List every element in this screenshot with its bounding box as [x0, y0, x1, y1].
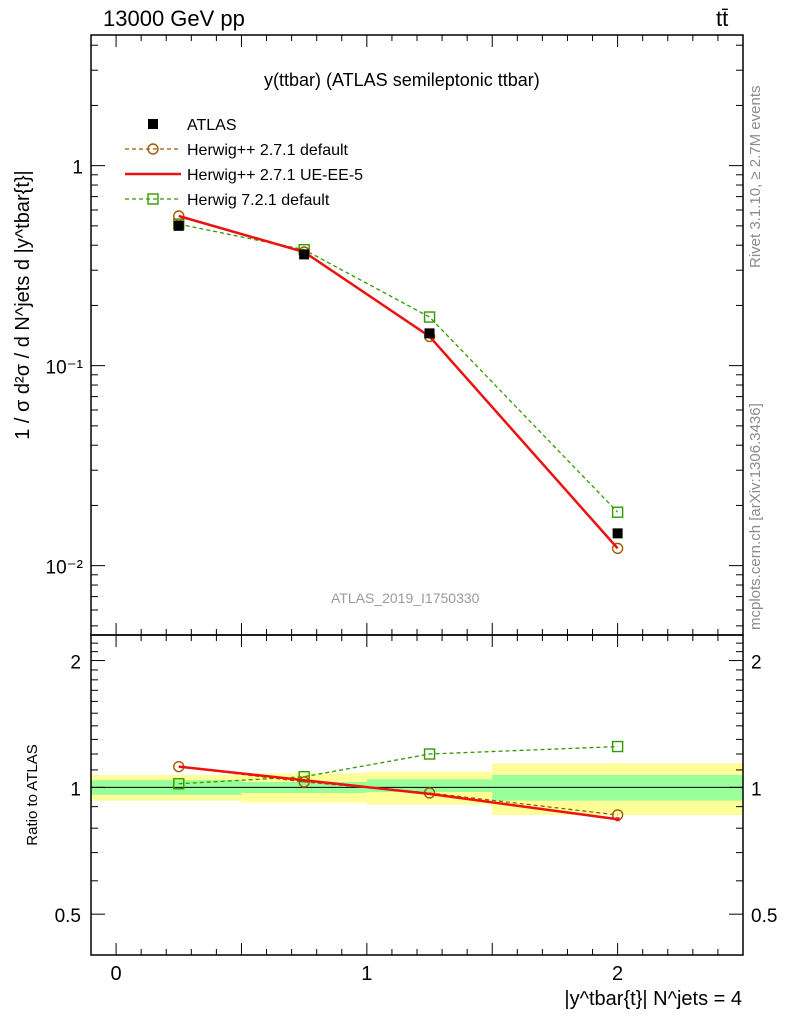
main-point-atlas: [173, 220, 184, 231]
ratio-y-axis-label: Ratio to ATLAS: [24, 744, 41, 845]
main-point-herwig-7-2-1-default: [611, 506, 624, 518]
ratio-point-herwig-7-2-1-default: [173, 778, 185, 790]
x-axis-label: |y^tbar{t}| N^jets = 4: [564, 988, 742, 1010]
ratio-y-tick-label-right: 1: [751, 779, 762, 800]
ratio-y-axis-label-text: Ratio to ATLAS: [24, 744, 41, 846]
ratio-y-tick-label-right: 2: [751, 653, 762, 674]
ratio-y-tick-label-right: 0.5: [751, 906, 777, 927]
main-y-tick-label: 10⁻¹: [46, 358, 84, 379]
chart-title: y(ttbar) (ATLAS semileptonic ttbar): [264, 70, 540, 90]
main-y-tick-label: 10⁻²: [46, 558, 84, 579]
legend-label: ATLAS: [187, 117, 237, 134]
ratio-stat-band: [366, 779, 493, 793]
main-line-herwig-7-2-1-default: [178, 223, 619, 513]
ratio-line-herwig-7-2-1-default: [178, 745, 618, 785]
legend-label: Herwig 7.2.1 default: [187, 192, 330, 209]
main-line-herwig-2-7-1-default: [178, 215, 619, 549]
legend-marker: [147, 193, 159, 205]
main-point-atlas: [424, 328, 435, 339]
ratio-point-herwig-7-2-1-default: [611, 740, 624, 753]
ratio-line-herwig-2-7-1-ue-ee-5: [178, 765, 618, 821]
ratio-y-tick-label-left: 1: [70, 779, 81, 800]
watermark: ATLAS_2019_I1750330: [331, 590, 480, 606]
x-tick-label: 0: [111, 963, 122, 985]
x-tick-label: 1: [361, 963, 372, 985]
main-y-axis-label: 1 / σ d²σ / d N^jets d |y^tbar{t}|: [12, 170, 35, 440]
main-y-axis-label-text: 1 / σ d²σ / d N^jets d |y^tbar{t}|: [12, 170, 34, 440]
x-tick-label: 2: [612, 963, 623, 985]
main-point-herwig-7-2-1-default: [423, 311, 436, 323]
legend-marker: [148, 119, 158, 129]
ratio-y-tick-label-left: 2: [70, 653, 81, 674]
main-point-herwig-2-7-1-default: [611, 542, 624, 555]
legend-marker: [147, 143, 159, 155]
main-point-atlas: [299, 249, 310, 260]
legend-label: Herwig++ 2.7.1 UE-EE-5: [187, 167, 363, 184]
main-line-herwig-2-7-1-ue-ee-5: [178, 214, 619, 550]
main-y-tick-label: 1: [72, 158, 83, 179]
ratio-y-tick-label-left: 0.5: [55, 906, 81, 927]
legend-label: Herwig++ 2.7.1 default: [187, 142, 349, 159]
rivet-note: Rivet 3.1.10, ≥ 2.7M events: [747, 85, 764, 269]
main-point-atlas: [612, 528, 623, 539]
mcplots-note: mcplots.cern.ch [arXiv:1306.3436]: [747, 403, 764, 630]
ratio-point-end: [615, 817, 620, 822]
energy-label: 13000 GeV pp: [103, 6, 245, 31]
ratio-point-herwig-7-2-1-default: [423, 748, 436, 760]
process-label: tt̄: [716, 6, 729, 31]
